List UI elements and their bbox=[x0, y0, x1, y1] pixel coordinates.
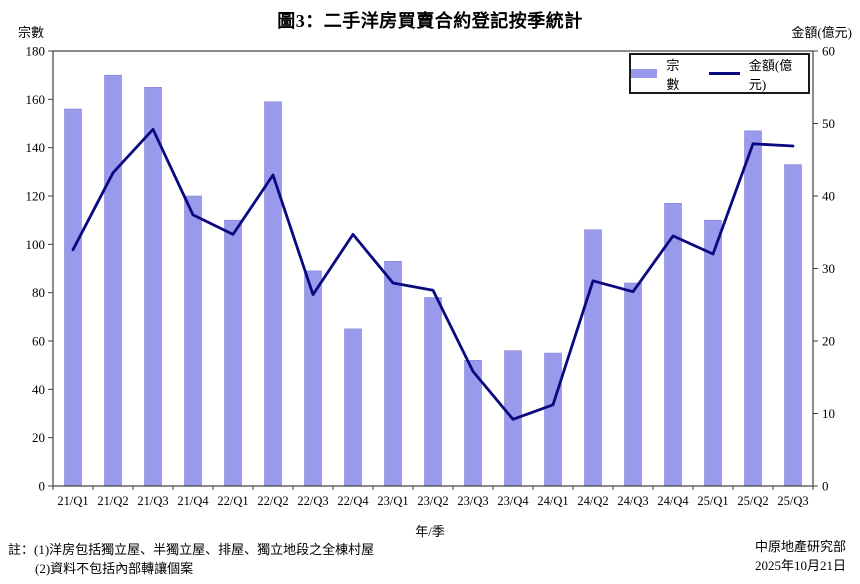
left-axis-tick-label: 80 bbox=[32, 285, 45, 300]
source-date: 2025年10月21日 bbox=[754, 558, 846, 573]
bar-24/Q2 bbox=[584, 229, 602, 487]
legend: 宗數 金額(億元) bbox=[629, 53, 810, 94]
chart-title: 圖3：二手洋房買賣合約登記按季統計 bbox=[277, 11, 583, 31]
x-tick-label-23/Q4: 23/Q4 bbox=[497, 494, 529, 508]
left-axis-tick-label: 40 bbox=[32, 382, 45, 397]
left-axis-tick-label: 100 bbox=[26, 237, 46, 252]
right-axis-tick-label: 30 bbox=[822, 261, 835, 276]
bar-21/Q1 bbox=[64, 108, 82, 487]
bar-22/Q2 bbox=[264, 101, 282, 487]
legend-line-swatch-icon bbox=[708, 72, 740, 75]
left-axis-tick-label: 180 bbox=[26, 44, 46, 59]
left-axis-tick-label: 0 bbox=[39, 479, 46, 494]
source-organization: 中原地產研究部 bbox=[754, 539, 846, 554]
bar-21/Q4 bbox=[184, 195, 202, 487]
footnote-line-1: 註：(1)洋房包括獨立屋、半獨立屋、排屋、獨立地段之全棟村屋 bbox=[8, 542, 375, 557]
legend-bar-swatch-icon bbox=[631, 69, 658, 78]
right-axis-tick-label: 50 bbox=[822, 116, 835, 131]
x-tick-label-24/Q4: 24/Q4 bbox=[657, 494, 689, 508]
bar-22/Q4 bbox=[344, 328, 362, 487]
right-axis-title: 金額(億元) bbox=[791, 25, 852, 40]
footnote-line-2: (2)資料不包括內部轉讓個案 bbox=[35, 561, 194, 576]
left-axis-tick-label: 120 bbox=[26, 189, 46, 204]
x-axis-title: 年/季 bbox=[415, 524, 445, 539]
x-tick-label-23/Q1: 23/Q1 bbox=[377, 494, 408, 508]
x-tick-label-25/Q1: 25/Q1 bbox=[697, 494, 728, 508]
bar-24/Q3 bbox=[624, 282, 642, 487]
footnotes: 註：(1)洋房包括獨立屋、半獨立屋、排屋、獨立地段之全棟村屋 (2)資料不包括內… bbox=[8, 540, 374, 578]
left-axis-tick-label: 20 bbox=[32, 430, 45, 445]
left-axis-tick-label: 140 bbox=[26, 140, 46, 155]
left-axis-tick-label: 160 bbox=[26, 92, 46, 107]
bar-21/Q2 bbox=[104, 74, 122, 487]
x-tick-label-21/Q2: 21/Q2 bbox=[97, 494, 128, 508]
right-axis-tick-label: 0 bbox=[822, 479, 829, 494]
bar-22/Q1 bbox=[224, 219, 242, 487]
bar-23/Q1 bbox=[384, 260, 402, 487]
source-block: 中原地產研究部 2025年10月21日 bbox=[755, 537, 846, 575]
x-tick-label-23/Q3: 23/Q3 bbox=[457, 494, 488, 508]
x-tick-label-24/Q1: 24/Q1 bbox=[537, 494, 568, 508]
x-tick-label-22/Q2: 22/Q2 bbox=[257, 494, 288, 508]
x-tick-label-25/Q2: 25/Q2 bbox=[737, 494, 768, 508]
right-axis-tick-label: 20 bbox=[822, 334, 835, 349]
x-tick-label-22/Q3: 22/Q3 bbox=[297, 494, 328, 508]
x-tick-label-21/Q3: 21/Q3 bbox=[137, 494, 168, 508]
x-tick-label-25/Q3: 25/Q3 bbox=[777, 494, 808, 508]
right-axis-tick-label: 40 bbox=[822, 189, 835, 204]
left-axis-title: 宗數 bbox=[18, 25, 45, 40]
x-tick-label-21/Q4: 21/Q4 bbox=[177, 494, 209, 508]
bar-23/Q2 bbox=[424, 297, 442, 487]
bar-22/Q3 bbox=[304, 270, 322, 487]
x-tick-label-24/Q2: 24/Q2 bbox=[577, 494, 608, 508]
legend-line-label: 金額(億元) bbox=[748, 57, 793, 92]
left-axis-tick-label: 60 bbox=[32, 334, 45, 349]
legend-bar-label: 宗數 bbox=[666, 57, 680, 92]
x-tick-label-24/Q3: 24/Q3 bbox=[617, 494, 648, 508]
right-axis-tick-label: 60 bbox=[822, 44, 835, 59]
x-tick-label-22/Q1: 22/Q1 bbox=[217, 494, 248, 508]
bar-25/Q2 bbox=[744, 130, 762, 487]
amount-line bbox=[71, 127, 795, 421]
x-tick-label-23/Q2: 23/Q2 bbox=[417, 494, 448, 508]
bar-24/Q1 bbox=[544, 352, 562, 487]
right-axis-tick-label: 10 bbox=[822, 406, 835, 421]
x-tick-label-21/Q1: 21/Q1 bbox=[57, 494, 88, 508]
bar-25/Q3 bbox=[784, 164, 802, 487]
bar-25/Q1 bbox=[704, 219, 722, 487]
bar-21/Q3 bbox=[144, 87, 162, 487]
x-tick-label-22/Q4: 22/Q4 bbox=[337, 494, 369, 508]
